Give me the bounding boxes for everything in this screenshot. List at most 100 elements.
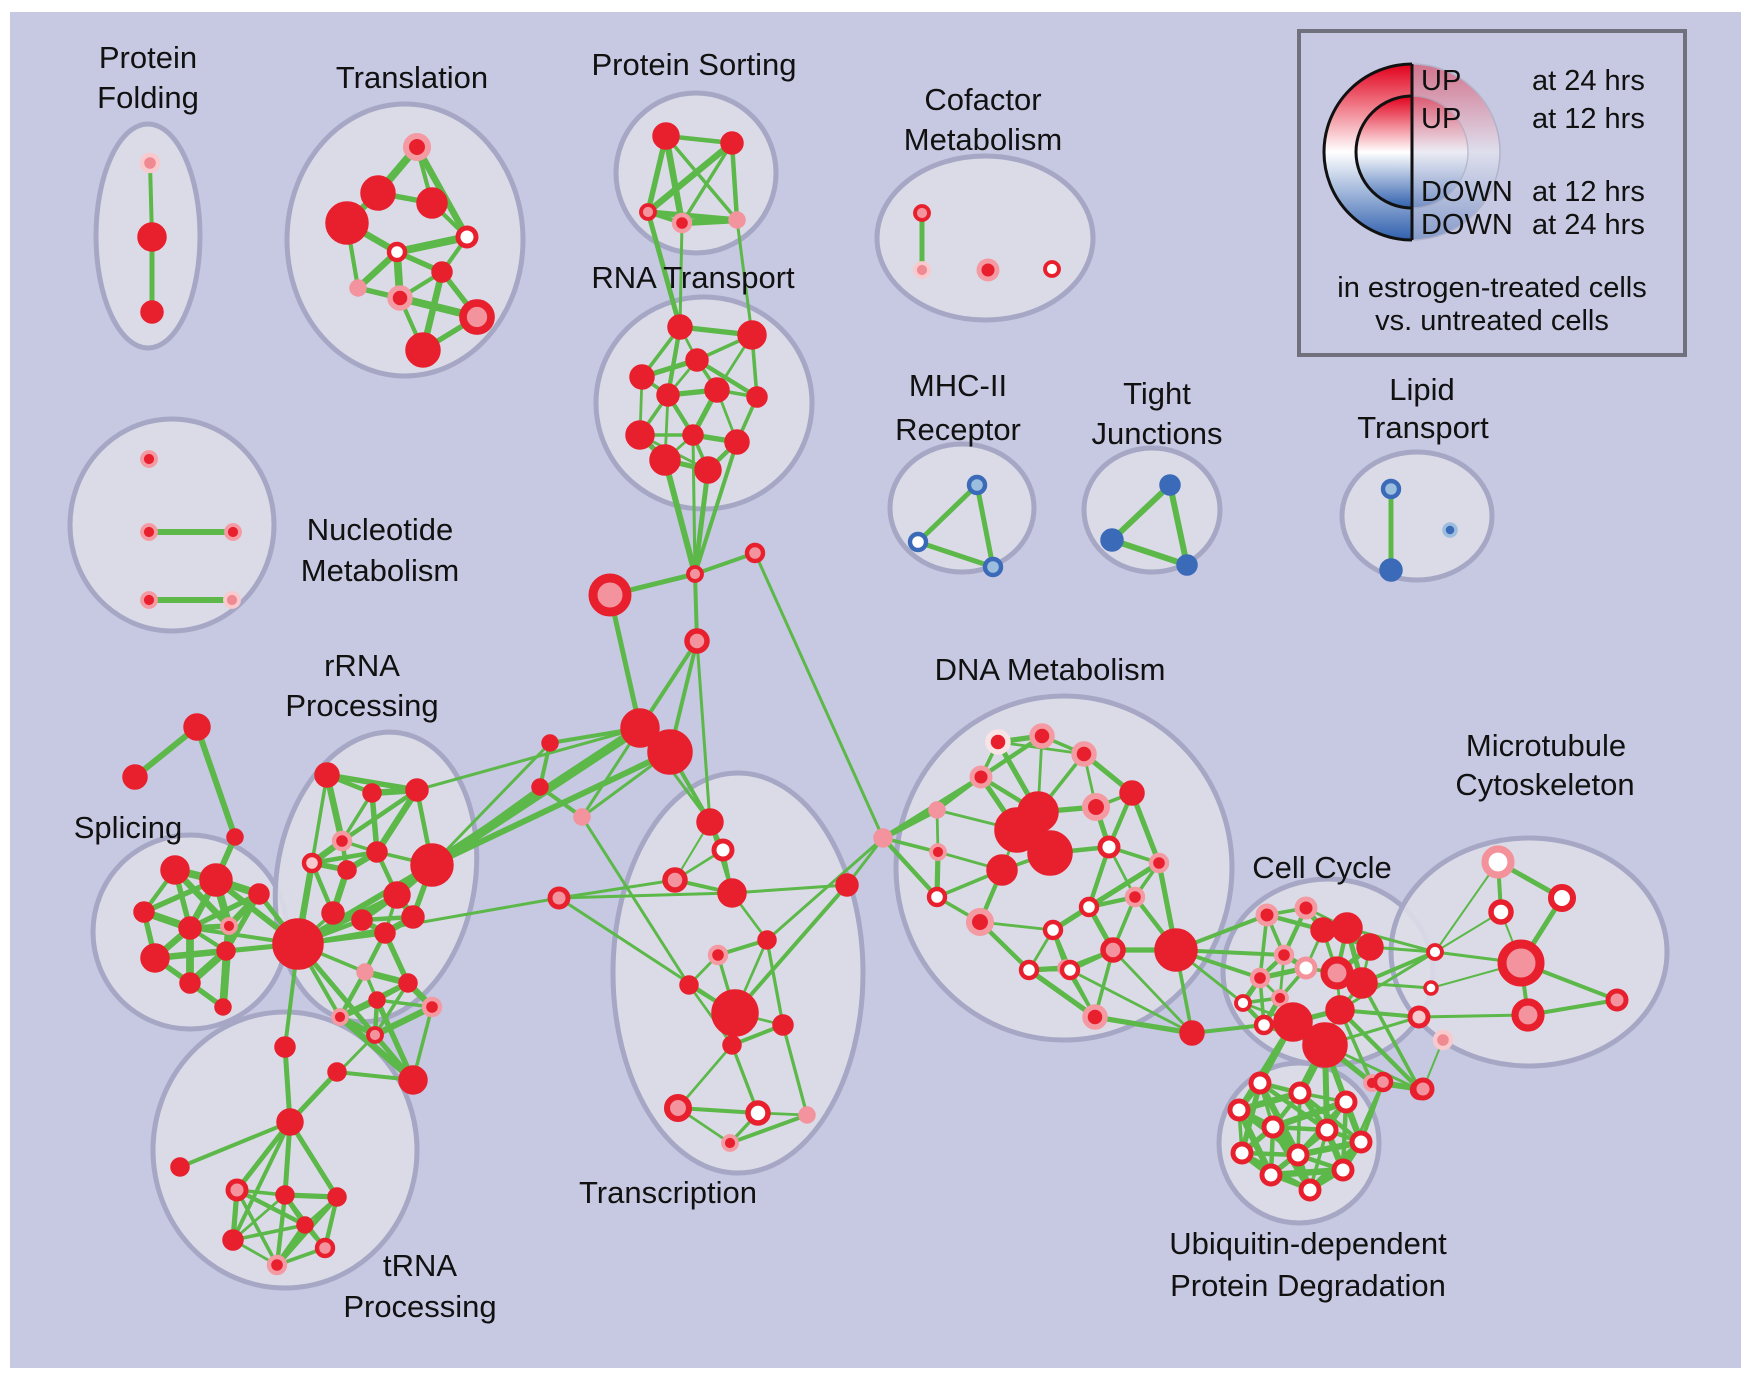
gene-node-6 xyxy=(325,201,369,245)
gene-node-159 xyxy=(1325,995,1355,1025)
gene-node-24 xyxy=(907,531,929,553)
cluster-label-protein-folding: Protein xyxy=(99,40,197,75)
gene-node-12 xyxy=(459,299,495,335)
gene-node-110 xyxy=(711,989,759,1037)
network-edge xyxy=(187,891,262,931)
network-edge xyxy=(430,741,552,867)
cluster-label-dna-metabolism: DNA Metabolism xyxy=(935,652,1166,687)
gene-node-176 xyxy=(1227,1098,1251,1122)
network-edge xyxy=(735,218,754,337)
network-edge xyxy=(1417,1013,1530,1019)
gene-node-83 xyxy=(401,905,425,929)
legend-time-3: at 24 hrs xyxy=(1532,209,1645,241)
gene-node-151 xyxy=(1273,944,1295,966)
network-edge xyxy=(415,726,642,792)
gene-node-165 xyxy=(1547,883,1577,913)
gene-node-108 xyxy=(707,944,729,966)
legend-caption-0: in estrogen-treated cells xyxy=(1337,272,1647,304)
cluster-label-trna-processing: Processing xyxy=(343,1289,496,1324)
network-edge xyxy=(231,1193,287,1242)
gene-node-78 xyxy=(337,860,357,880)
network-edge xyxy=(607,592,643,731)
network-edge xyxy=(880,835,940,900)
gene-node-63 xyxy=(133,901,155,923)
network-edge xyxy=(235,1188,279,1267)
network-edge xyxy=(274,1192,288,1268)
gene-node-93 xyxy=(327,1062,347,1082)
network-edge xyxy=(1068,968,1194,1035)
cluster-label-cell-cycle: Cell Cycle xyxy=(1252,850,1392,885)
gene-node-71 xyxy=(272,918,324,970)
network-edge xyxy=(662,132,686,227)
gene-node-3 xyxy=(402,132,432,162)
network-edge xyxy=(693,440,739,576)
gene-node-26 xyxy=(1159,474,1181,496)
gene-node-27 xyxy=(1100,528,1124,552)
gene-node-31 xyxy=(1442,522,1458,538)
network-edge xyxy=(336,1013,417,1084)
gene-node-123 xyxy=(928,801,946,819)
gene-node-137 xyxy=(1042,919,1064,941)
gene-node-179 xyxy=(1315,1118,1339,1142)
network-edge xyxy=(693,551,757,576)
network-edge xyxy=(644,139,736,216)
gene-node-2 xyxy=(140,300,164,324)
legend-time-2: at 12 hrs xyxy=(1532,176,1645,208)
network-edge xyxy=(1109,482,1173,543)
network-edge xyxy=(219,922,233,1011)
network-edge xyxy=(1267,1166,1347,1179)
gene-node-158 xyxy=(1253,1014,1275,1036)
network-edge xyxy=(765,938,785,1027)
network-edge xyxy=(295,941,416,1083)
network-edge xyxy=(1341,1080,1385,1172)
gene-node-58 xyxy=(183,713,211,741)
gene-node-173 xyxy=(1432,1029,1454,1051)
gene-node-135 xyxy=(965,907,995,937)
network-edge xyxy=(310,773,329,865)
network-edge xyxy=(1257,1080,1330,1133)
gene-node-180 xyxy=(1230,1141,1254,1165)
gene-node-141 xyxy=(1100,937,1126,963)
gene-node-74 xyxy=(405,778,429,802)
network-edge xyxy=(645,209,683,330)
cluster-label-rrna-processing: rRNA xyxy=(324,648,400,683)
gene-node-156 xyxy=(1234,994,1252,1012)
gene-node-52 xyxy=(684,628,710,654)
gene-node-90 xyxy=(366,1026,384,1044)
gene-node-104 xyxy=(711,838,735,862)
gene-node-32 xyxy=(140,450,158,468)
network-nodes xyxy=(122,122,1629,1276)
gene-node-147 xyxy=(1294,896,1318,920)
gene-node-136 xyxy=(1124,886,1146,908)
gene-node-35 xyxy=(140,591,158,609)
gene-node-183 xyxy=(1259,1163,1283,1187)
cluster-label-translation: Translation xyxy=(336,60,488,95)
gene-node-139 xyxy=(1018,959,1040,981)
gene-node-116 xyxy=(721,1134,739,1152)
gene-node-143 xyxy=(1179,1020,1205,1046)
gene-node-98 xyxy=(327,1187,347,1207)
gene-node-164 xyxy=(1481,845,1515,879)
cluster-label-mhc-ii-receptor: Receptor xyxy=(895,412,1021,447)
gene-node-34 xyxy=(224,523,242,541)
network-edge xyxy=(687,983,734,1047)
gene-node-47 xyxy=(649,444,681,476)
gene-node-106 xyxy=(717,878,747,908)
gene-node-127 xyxy=(1081,792,1111,822)
network-edge xyxy=(1109,537,1190,568)
cluster-label-protein-folding: Folding xyxy=(97,80,199,115)
cluster-label-lipid-transport: Transport xyxy=(1357,410,1489,445)
gene-node-25 xyxy=(982,556,1004,578)
gene-node-154 xyxy=(1346,967,1378,999)
gene-node-133 xyxy=(1148,852,1170,874)
network-edge xyxy=(234,1119,293,1193)
gene-node-19 xyxy=(913,204,931,222)
gene-node-82 xyxy=(351,909,373,931)
cluster-label-trna-processing: tRNA xyxy=(383,1248,457,1283)
gene-node-119 xyxy=(985,729,1011,755)
cluster-label-microtubule-cytoskeleton: Cytoskeleton xyxy=(1455,767,1634,802)
gene-node-80 xyxy=(383,881,411,909)
gene-node-111 xyxy=(772,1014,794,1036)
network-edge xyxy=(1026,967,1098,1020)
gene-node-120 xyxy=(1029,723,1055,749)
